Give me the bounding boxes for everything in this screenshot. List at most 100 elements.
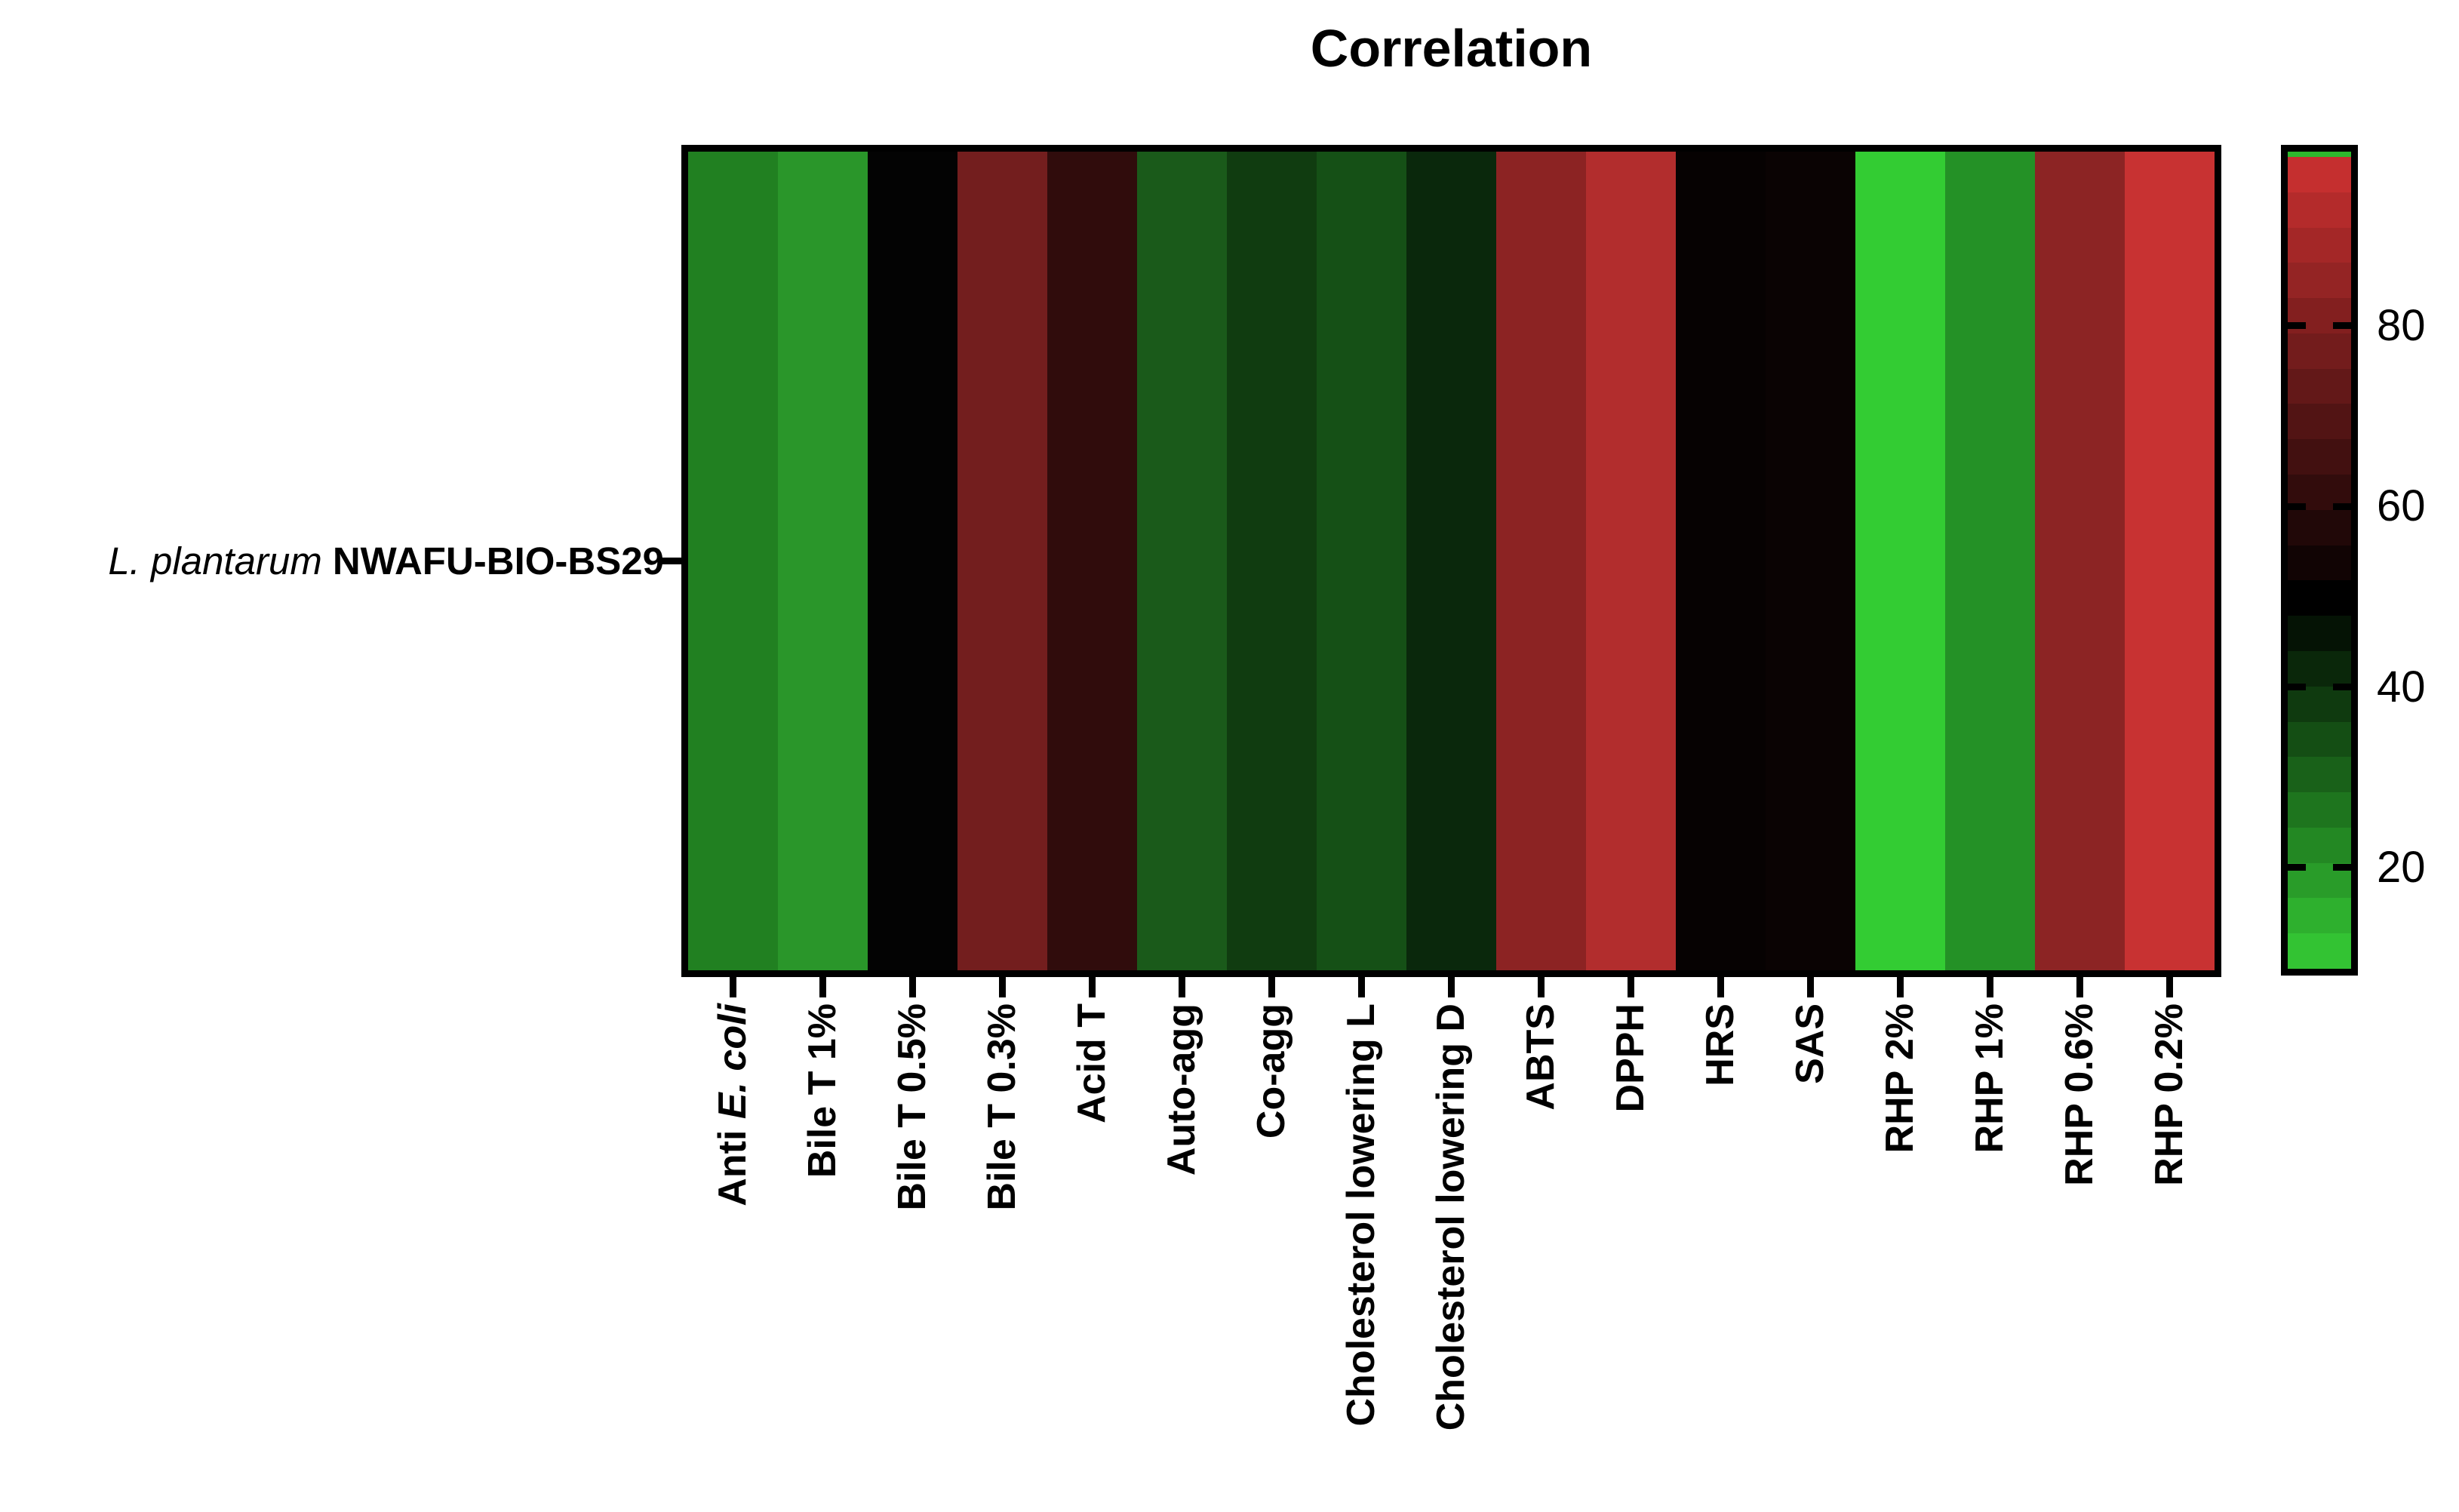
heatmap-grid [681, 145, 2221, 977]
heatmap-cell-10 [1586, 152, 1676, 970]
row-label-strain: NWAFU-BIO-BS29 [332, 539, 664, 582]
x-axis-label-2: Bile T 0.5% [890, 1003, 934, 1211]
x-axis-tick-9 [1538, 977, 1545, 997]
colorbar-step-13 [2288, 616, 2351, 651]
x-axis-tick-16 [2166, 977, 2173, 997]
y-axis-row-label: L. plantarum NWAFU-BIO-BS29 [0, 540, 664, 582]
colorbar-step-21 [2288, 898, 2351, 934]
colorbar-tick-right-40 [2333, 684, 2351, 691]
x-axis-tick-4 [1089, 977, 1096, 997]
x-axis-label-8: Cholesterol lowering D [1428, 1003, 1473, 1431]
heatmap-cell-12 [1766, 152, 1855, 970]
x-axis-label-0: Anti E. coli [710, 1003, 755, 1206]
colorbar-tick-right-80 [2333, 322, 2351, 330]
colorbar-tick-label-40: 40 [2377, 662, 2426, 711]
x-axis-label-7: Cholesterol lowering L [1339, 1003, 1383, 1427]
x-axis-label-cell-13: RHP 2% [1855, 1003, 1945, 1501]
x-axis-label-cell-9: ABTS [1496, 1003, 1586, 1501]
colorbar-step-17 [2288, 757, 2351, 793]
x-axis-label-cell-15: RHP 0.6% [2035, 1003, 2125, 1501]
x-axis-label-10: DPPH [1608, 1003, 1652, 1113]
x-axis-label-5: Auto-agg [1159, 1003, 1203, 1176]
x-axis-tick-8 [1448, 977, 1455, 997]
colorbar-tick-right-60 [2333, 502, 2351, 510]
colorbar-step-8 [2288, 439, 2351, 475]
x-axis-label-cell-7: Cholesterol lowering L [1317, 1003, 1406, 1501]
heatmap-cell-6 [1227, 152, 1317, 970]
x-axis-label-cell-6: Co-agg [1227, 1003, 1317, 1501]
colorbar-tick-left-80 [2288, 322, 2306, 330]
x-axis-label-cell-0: Anti E. coli [688, 1003, 778, 1501]
colorbar-step-6 [2288, 368, 2351, 404]
heatmap-cell-1 [778, 152, 868, 970]
x-axis-label-cell-5: Auto-agg [1137, 1003, 1227, 1501]
colorbar-tick-label-60: 60 [2377, 481, 2426, 531]
colorbar-step-10 [2288, 509, 2351, 545]
x-axis-label-cell-16: RHP 0.2% [2125, 1003, 2215, 1501]
label-plain-part: Anti [710, 1119, 755, 1206]
x-axis-tick-10 [1628, 977, 1634, 997]
heatmap-cell-11 [1676, 152, 1766, 970]
label-italic-part: E. coli [710, 1003, 755, 1120]
x-axis-label-cell-11: HRS [1676, 1003, 1766, 1501]
x-axis-label-cell-3: Bile T 0.3% [957, 1003, 1047, 1501]
x-axis-label-6: Co-agg [1249, 1003, 1293, 1139]
x-axis-tick-5 [1179, 977, 1185, 997]
colorbar-step-12 [2288, 580, 2351, 616]
colorbar-step-16 [2288, 721, 2351, 758]
x-axis-tick-1 [819, 977, 826, 997]
x-axis-label-13: RHP 2% [1877, 1003, 1922, 1154]
heatmap-cell-7 [1317, 152, 1406, 970]
colorbar-step-22 [2288, 933, 2351, 969]
heatmap-cell-5 [1137, 152, 1227, 970]
colorbar-gradient [2288, 152, 2351, 969]
x-axis-label-cell-12: SAS [1766, 1003, 1855, 1501]
x-axis-tick-3 [999, 977, 1006, 997]
colorbar-tick-left-40 [2288, 684, 2306, 691]
colorbar-tick-left-60 [2288, 502, 2306, 510]
x-axis-label-9: ABTS [1518, 1003, 1563, 1111]
heatmap-cell-4 [1047, 152, 1137, 970]
x-axis-label-15: RHP 0.6% [2057, 1003, 2101, 1186]
x-axis-label-4: Acid T [1069, 1003, 1114, 1123]
colorbar-tick-label-80: 80 [2377, 300, 2426, 350]
x-axis-tick-13 [1897, 977, 1904, 997]
colorbar-tick-label-20: 20 [2377, 842, 2426, 892]
colorbar-step-3 [2288, 263, 2351, 299]
colorbar-step-2 [2288, 227, 2351, 263]
colorbar-step-15 [2288, 686, 2351, 722]
x-axis-tick-6 [1268, 977, 1275, 997]
colorbar [2281, 145, 2358, 976]
x-axis-label-14: RHP 1% [1967, 1003, 2012, 1154]
colorbar-step-18 [2288, 792, 2351, 828]
x-axis-label-12: SAS [1787, 1003, 1832, 1084]
x-axis-label-cell-1: Bile T 1% [778, 1003, 868, 1501]
colorbar-step-1 [2288, 192, 2351, 228]
x-axis-tick-15 [2076, 977, 2083, 997]
heatmap-cell-13 [1855, 152, 1945, 970]
x-axis-label-cell-10: DPPH [1586, 1003, 1676, 1501]
x-axis-tick-11 [1717, 977, 1724, 997]
colorbar-step-19 [2288, 827, 2351, 863]
x-axis-label-3: Bile T 0.3% [979, 1003, 1024, 1211]
x-axis-label-16: RHP 0.2% [2147, 1003, 2191, 1186]
x-axis-tick-12 [1807, 977, 1814, 997]
x-axis-label-cell-4: Acid T [1047, 1003, 1137, 1501]
colorbar-step-7 [2288, 404, 2351, 440]
y-axis-tick [658, 558, 681, 564]
x-axis-label-1: Bile T 1% [800, 1003, 844, 1179]
x-axis-tick-2 [909, 977, 916, 997]
heatmap-cell-14 [1945, 152, 2035, 970]
x-axis-tick-14 [1987, 977, 1993, 997]
colorbar-top-sliver [2288, 152, 2351, 157]
x-axis-label-cell-8: Cholesterol lowering D [1406, 1003, 1496, 1501]
x-axis-label-cell-2: Bile T 0.5% [868, 1003, 957, 1501]
heatmap-cell-2 [868, 152, 957, 970]
heatmap-cell-16 [2125, 152, 2215, 970]
heatmap-cell-15 [2035, 152, 2125, 970]
x-axis-labels: Anti E. coli Bile T 1% Bile T 0.5% Bile T 0… [688, 1003, 2215, 1501]
heatmap-cell-9 [1496, 152, 1586, 970]
chart-title: Correlation [1310, 19, 1593, 78]
x-axis-label-11: HRS [1698, 1003, 1742, 1086]
